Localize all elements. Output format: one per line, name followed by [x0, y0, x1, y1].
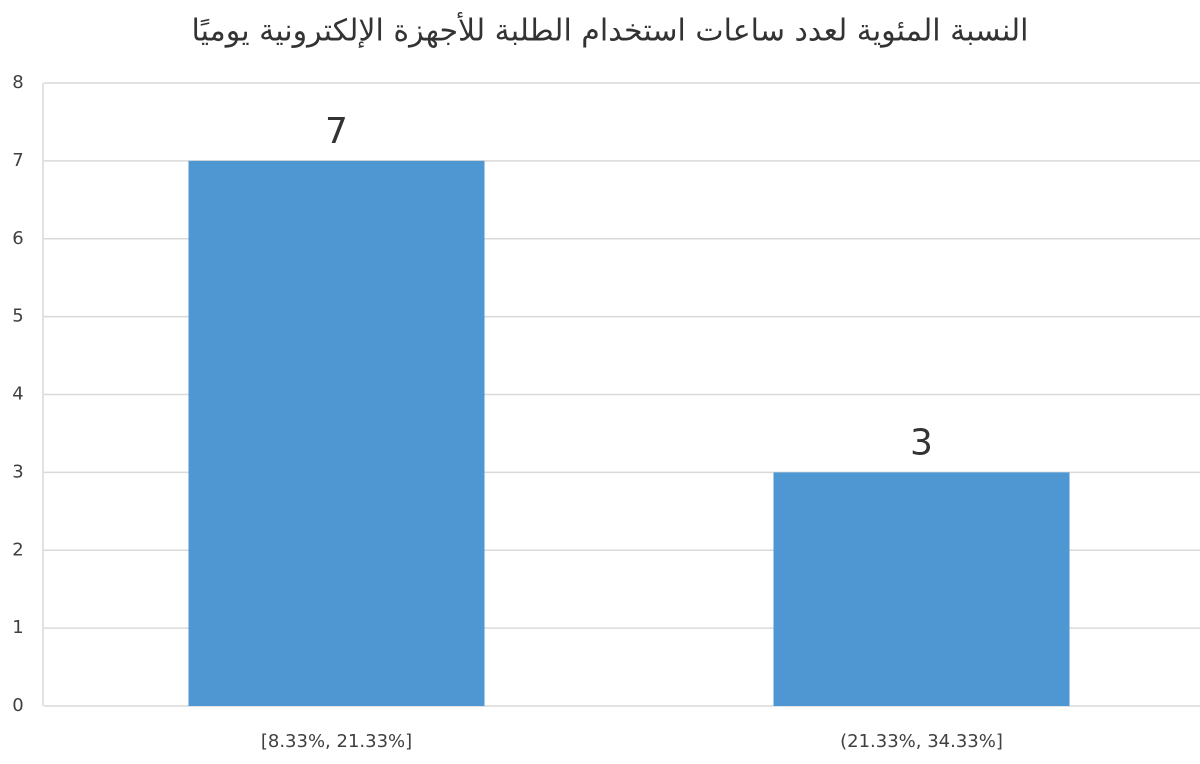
x-tick-label: [8.33%, 21.33%] [261, 731, 412, 752]
y-tick-label: 6 [12, 228, 23, 249]
chart-title: النسبة المئوية لعدد ساعات استخدام الطلبة… [191, 11, 1028, 49]
y-tick-label: 1 [12, 617, 23, 638]
y-tick-label: 8 [12, 72, 23, 93]
y-tick-label: 5 [12, 306, 23, 327]
data-label: 3 [910, 422, 933, 463]
x-tick-label: (21.33%, 34.33%] [840, 731, 1003, 752]
y-tick-label: 7 [12, 150, 23, 171]
y-tick-label: 4 [12, 384, 23, 405]
y-tick-label: 0 [12, 695, 23, 716]
bar [188, 160, 485, 706]
bar [773, 472, 1070, 706]
y-tick-label: 3 [12, 461, 23, 482]
y-tick-label: 2 [12, 539, 23, 560]
data-label: 7 [325, 111, 348, 152]
